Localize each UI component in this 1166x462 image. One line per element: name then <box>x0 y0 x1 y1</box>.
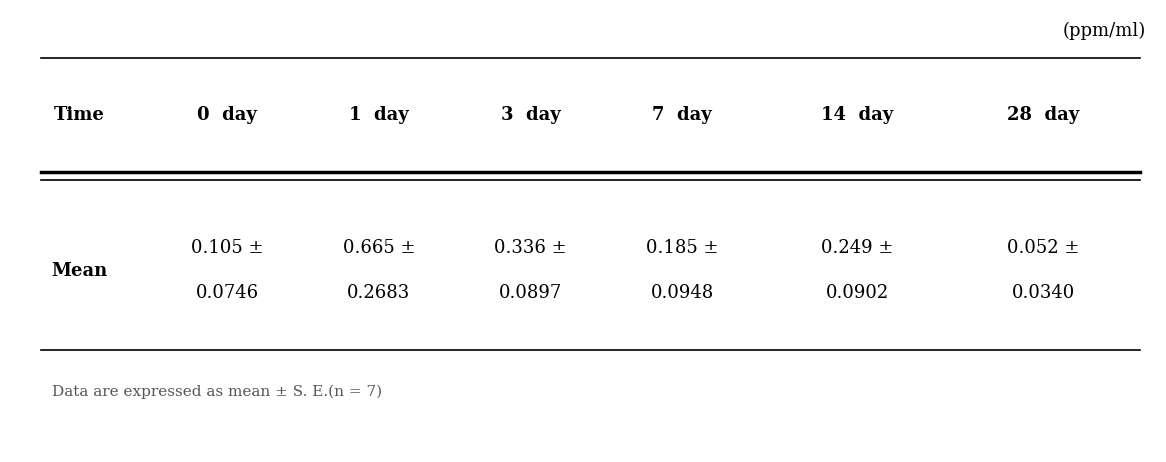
Text: 1  day: 1 day <box>349 106 409 124</box>
Text: 0.0948: 0.0948 <box>651 284 714 302</box>
Text: 0.2683: 0.2683 <box>347 284 410 302</box>
Text: 0.665 ±: 0.665 ± <box>343 239 415 257</box>
Text: 0.0897: 0.0897 <box>499 284 562 302</box>
Text: 0.105 ±: 0.105 ± <box>191 239 264 257</box>
Text: 0.336 ±: 0.336 ± <box>494 239 567 257</box>
Text: Time: Time <box>54 106 105 124</box>
Text: 0.0340: 0.0340 <box>1012 284 1075 302</box>
Text: 0  day: 0 day <box>197 106 258 124</box>
Text: 0.0902: 0.0902 <box>826 284 888 302</box>
Text: 0.249 ±: 0.249 ± <box>821 239 893 257</box>
Text: Mean: Mean <box>51 261 107 280</box>
Text: 14  day: 14 day <box>821 106 893 124</box>
Text: 7  day: 7 day <box>652 106 712 124</box>
Text: 0.0746: 0.0746 <box>196 284 259 302</box>
Text: 28  day: 28 day <box>1007 106 1080 124</box>
Text: 0.185 ±: 0.185 ± <box>646 239 718 257</box>
Text: 0.052 ±: 0.052 ± <box>1007 239 1080 257</box>
Text: (ppm/ml): (ppm/ml) <box>1063 22 1146 40</box>
Text: 3  day: 3 day <box>500 106 561 124</box>
Text: Data are expressed as mean ± S. E.(n = 7): Data are expressed as mean ± S. E.(n = 7… <box>52 385 382 399</box>
